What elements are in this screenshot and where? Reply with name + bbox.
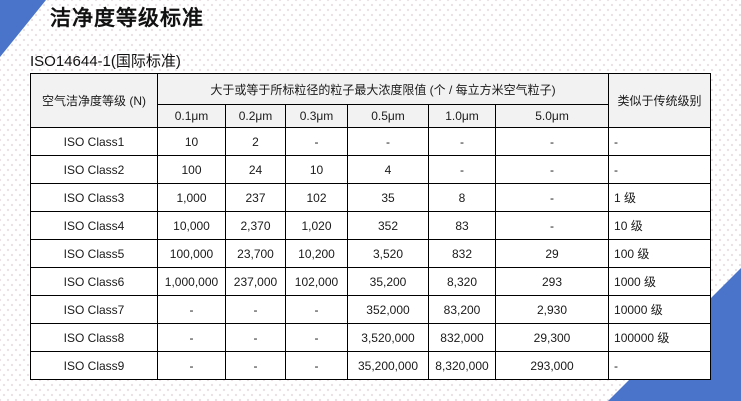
cell-value: 10 [157, 127, 226, 156]
table-row: ISO Class5 100,000 23,700 10,200 3,520 8… [30, 239, 712, 268]
cell-traditional-grade: 10 级 [608, 211, 712, 240]
cell-value: 2,930 [494, 295, 610, 324]
table-row: ISO Class4 10,000 2,370 1,020 352 83 - 1… [30, 211, 712, 240]
cell-value: 83,200 [428, 295, 496, 324]
corner-accent-top-left [0, 0, 46, 57]
col-header-0-2um: 0.2μm [225, 104, 286, 128]
cell-value: - [494, 127, 610, 156]
page-title: 洁净度等级标准 [50, 7, 204, 30]
cell-traditional-grade: 1000 级 [608, 267, 712, 296]
cell-traditional-grade: 100000 级 [608, 323, 712, 352]
cell-traditional-grade: - [608, 351, 712, 380]
cell-value: 100,000 [157, 239, 226, 268]
table-row: ISO Class1 10 2 - - - - - [30, 127, 712, 156]
cell-value: 3,520 [347, 239, 429, 268]
standard-label: ISO14644-1(国际标准) [30, 53, 181, 70]
cell-value: - [225, 351, 286, 380]
cell-value: 1,000,000 [157, 267, 226, 296]
cell-traditional-grade: 1 级 [608, 183, 712, 212]
cell-value: - [157, 295, 226, 324]
table-row: ISO Class9 - - - 35,200,000 8,320,000 29… [30, 351, 712, 380]
cell-value: 10 [285, 155, 348, 184]
cell-value: 1,000 [157, 183, 226, 212]
cell-traditional-grade: 100 级 [608, 239, 712, 268]
cell-traditional-grade: - [608, 155, 712, 184]
col-header-0-3um: 0.3μm [285, 104, 348, 128]
cell-value: 832,000 [428, 323, 496, 352]
cell-value: - [285, 295, 348, 324]
cell-iso-class: ISO Class5 [30, 239, 158, 268]
cell-value: - [494, 211, 610, 240]
table-row: ISO Class8 - - - 3,520,000 832,000 29,30… [30, 323, 712, 352]
cell-value: 832 [428, 239, 496, 268]
cell-iso-class: ISO Class2 [30, 155, 158, 184]
cell-value: 2 [225, 127, 286, 156]
cell-value: - [285, 127, 348, 156]
cell-traditional-grade: - [608, 127, 712, 156]
cell-iso-class: ISO Class4 [30, 211, 158, 240]
cell-value: - [494, 155, 610, 184]
col-header-traditional-grade: 类似于传统级别 [608, 73, 712, 128]
cell-value: 10,000 [157, 211, 226, 240]
col-header-1-0um: 1.0μm [428, 104, 496, 128]
cell-iso-class: ISO Class6 [30, 267, 158, 296]
cell-value: 23,700 [225, 239, 286, 268]
col-header-air-cleanliness-class: 空气洁净度等级 (N) [30, 73, 158, 128]
cell-value: 3,520,000 [347, 323, 429, 352]
cell-value: 2,370 [225, 211, 286, 240]
cell-iso-class: ISO Class8 [30, 323, 158, 352]
cell-value: 35 [347, 183, 429, 212]
cell-value: 352,000 [347, 295, 429, 324]
table-row: ISO Class6 1,000,000 237,000 102,000 35,… [30, 267, 712, 296]
table-row: ISO Class3 1,000 237 102 35 8 - 1 级 [30, 183, 712, 212]
cell-value: 293,000 [494, 351, 610, 380]
cell-value: 29 [494, 239, 610, 268]
cell-value: 102 [285, 183, 348, 212]
cell-value: 35,200,000 [347, 351, 429, 380]
cell-value: 293 [494, 267, 610, 296]
cell-value: - [157, 323, 226, 352]
cell-value: 8,320,000 [428, 351, 496, 380]
cell-iso-class: ISO Class7 [30, 295, 158, 324]
cell-value: 35,200 [347, 267, 429, 296]
cell-value: - [347, 127, 429, 156]
cell-value: 4 [347, 155, 429, 184]
cell-value: 237 [225, 183, 286, 212]
cell-value: 8,320 [428, 267, 496, 296]
header-row-particle-sizes: 0.1μm 0.2μm 0.3μm 0.5μm 1.0μm 5.0μm [31, 104, 711, 128]
cell-value: 100 [157, 155, 226, 184]
cell-value: 83 [428, 211, 496, 240]
cell-iso-class: ISO Class3 [30, 183, 158, 212]
cleanliness-class-table: 空气洁净度等级 (N) 大于或等于所标粒径的粒子最大浓度限值 (个 / 每立方米… [30, 73, 712, 380]
cell-value: 237,000 [225, 267, 286, 296]
cell-value: - [157, 351, 226, 380]
header-row-group: 空气洁净度等级 (N) 大于或等于所标粒径的粒子最大浓度限值 (个 / 每立方米… [30, 73, 712, 128]
cell-value: - [285, 323, 348, 352]
cell-value: - [428, 127, 496, 156]
cell-value: 24 [225, 155, 286, 184]
cell-value: - [225, 323, 286, 352]
table-row: ISO Class2 100 24 10 4 - - - [30, 155, 712, 184]
cell-traditional-grade: 10000 级 [608, 295, 712, 324]
cell-value: - [428, 155, 496, 184]
cell-iso-class: ISO Class1 [30, 127, 158, 156]
col-header-concentration-limits: 大于或等于所标粒径的粒子最大浓度限值 (个 / 每立方米空气粒子) [156, 73, 610, 105]
cell-value: - [225, 295, 286, 324]
col-header-5-0um: 5.0μm [494, 104, 610, 128]
cell-value: - [494, 183, 610, 212]
cell-value: 102,000 [285, 267, 348, 296]
cell-value: - [285, 351, 348, 380]
cell-value: 10,200 [285, 239, 348, 268]
col-header-0-1um: 0.1μm [157, 104, 226, 128]
col-header-0-5um: 0.5μm [347, 104, 429, 128]
cell-value: 29,300 [494, 323, 610, 352]
cell-value: 8 [428, 183, 496, 212]
cell-iso-class: ISO Class9 [30, 351, 158, 380]
cell-value: 352 [347, 211, 429, 240]
cell-value: 1,020 [285, 211, 348, 240]
table-row: ISO Class7 - - - 352,000 83,200 2,930 10… [30, 295, 712, 324]
